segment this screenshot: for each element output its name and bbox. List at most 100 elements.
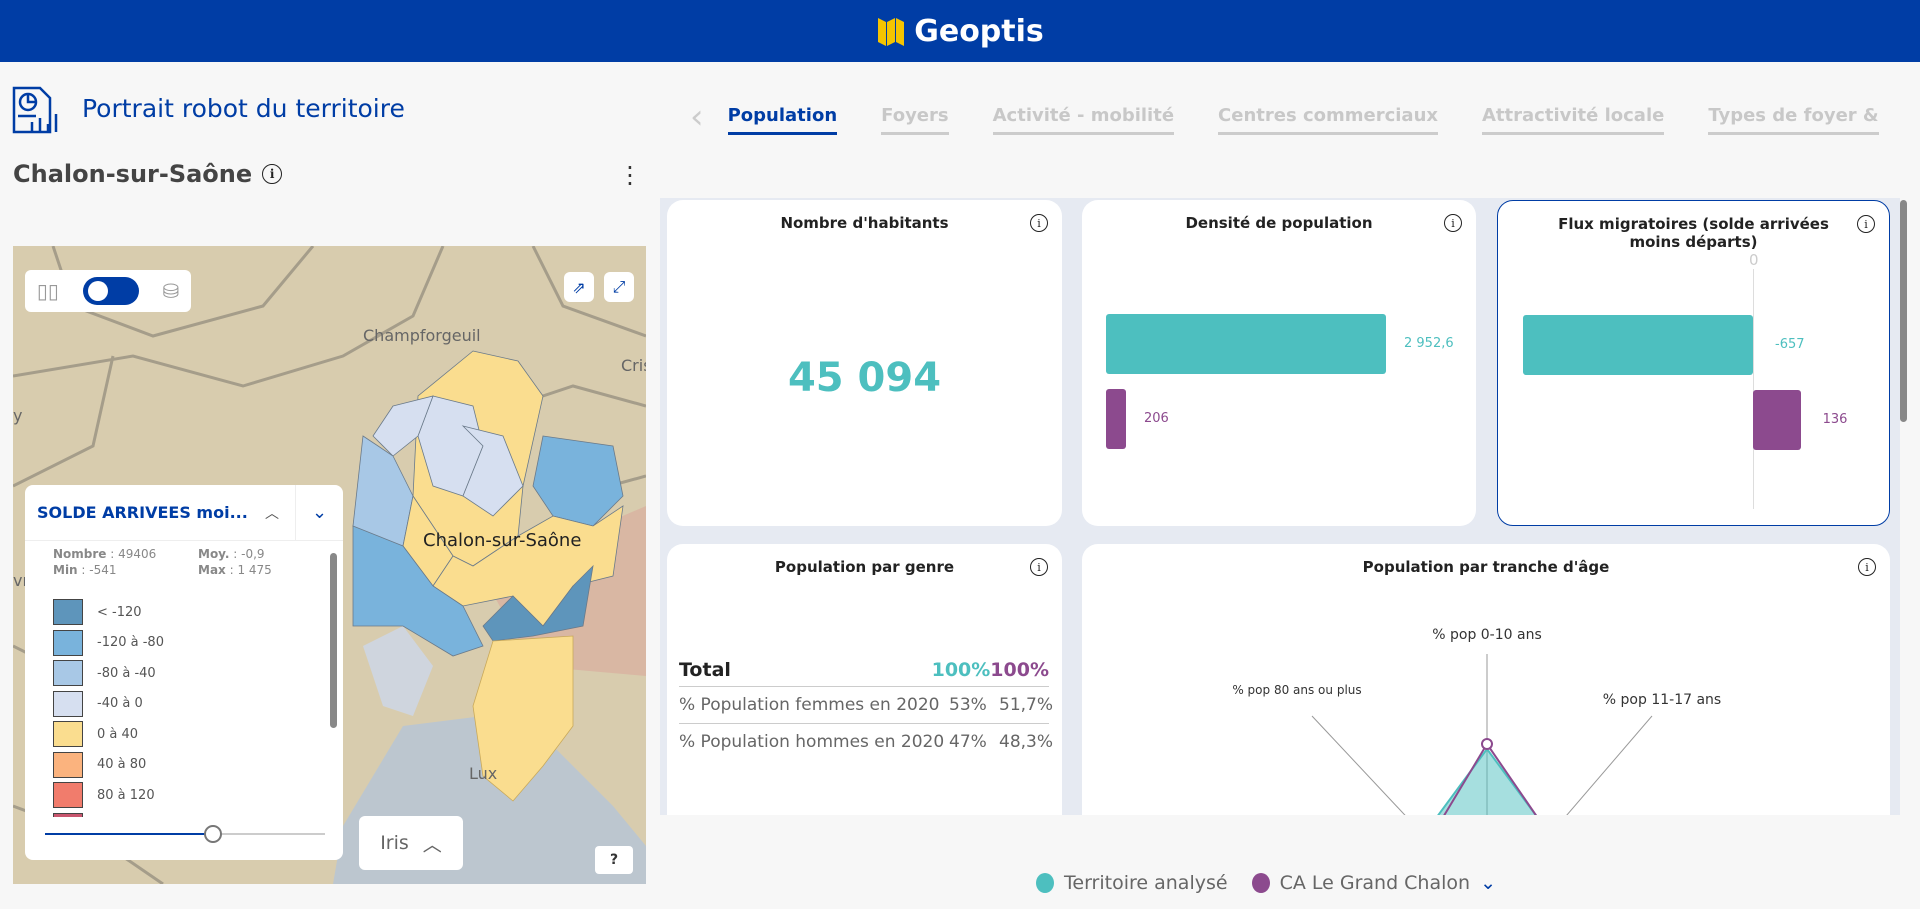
card-population-genre: Population par genre i Total 100% 100% % P… bbox=[667, 544, 1062, 815]
database-icon[interactable]: ⛁ bbox=[162, 279, 180, 303]
territory-name: Chalon-sur-Saône i bbox=[13, 160, 283, 188]
legend-swatch bbox=[53, 660, 83, 687]
legend-scrollbar[interactable] bbox=[330, 553, 337, 728]
card-title: Densité de population bbox=[1185, 214, 1373, 232]
tab-centres-commerciaux[interactable]: Centres commerciaux bbox=[1218, 99, 1438, 135]
territory-label: Chalon-sur-Saône bbox=[13, 160, 253, 188]
table-row: % Population femmes en 2020 53% 51,7% bbox=[679, 686, 1053, 723]
info-icon[interactable]: i bbox=[1858, 558, 1876, 576]
ca-dot bbox=[1251, 873, 1270, 893]
more-menu-button[interactable]: · · · bbox=[626, 154, 634, 198]
tabs-prev-button[interactable]: ‹ bbox=[690, 97, 704, 137]
legend-item[interactable]: -40 à 0 bbox=[53, 689, 343, 720]
flux-value: 136 bbox=[1822, 412, 1848, 427]
card-title: Nombre d'habitants bbox=[780, 214, 949, 232]
radar-label-11-17: % pop 11-17 ans bbox=[1603, 692, 1721, 708]
info-icon[interactable]: i bbox=[1444, 214, 1462, 232]
zero-axis bbox=[1753, 269, 1754, 509]
flux-bar bbox=[1523, 315, 1753, 375]
legend-swatch bbox=[53, 782, 83, 809]
tab-bar: ‹ Population Foyers Activité - mobilité … bbox=[680, 92, 1880, 142]
legend-item-label: 40 à 80 bbox=[97, 757, 147, 773]
tab-types-de-foyer[interactable]: Types de foyer & bbox=[1708, 99, 1879, 135]
slider-handle[interactable] bbox=[204, 825, 222, 843]
double-chevron-down-icon[interactable]: ⌄ bbox=[295, 485, 343, 541]
legend-item[interactable]: -120 à -80 bbox=[53, 628, 343, 659]
legend-item-label: < -120 bbox=[97, 604, 142, 620]
comparison-selector[interactable]: CA Le Grand Chalon bbox=[1279, 872, 1471, 894]
legend-item[interactable]: 80 à 120 bbox=[53, 780, 343, 811]
radar-series-territoire bbox=[1437, 747, 1537, 815]
top-bar: Geoptis bbox=[0, 0, 1920, 62]
radar-label-0-10: % pop 0-10 ans bbox=[1432, 627, 1542, 643]
card-title: Flux migratoires (solde arrivées moins d… bbox=[1558, 215, 1829, 251]
map[interactable]: Champforgeuil Chalon-sur-Saône Lux Cris … bbox=[13, 246, 646, 884]
info-icon[interactable]: i bbox=[1030, 214, 1048, 232]
level-selector[interactable]: Iris ︿ bbox=[359, 816, 463, 870]
map-label-champforgeuil: Champforgeuil bbox=[363, 326, 481, 345]
map-view-switch: ▯▯ ⛁ bbox=[25, 270, 191, 312]
chevron-up-icon: ︿ bbox=[422, 833, 442, 856]
legend-swatch bbox=[53, 629, 83, 656]
population-value: 45 094 bbox=[787, 355, 942, 401]
panel-scrollbar[interactable] bbox=[1900, 200, 1907, 422]
series-legend: Territoire analysé CA Le Grand Chalon ⌄ bbox=[1036, 872, 1496, 894]
info-icon[interactable]: i bbox=[262, 164, 283, 184]
legend-territoire: Territoire analysé bbox=[1064, 872, 1228, 894]
map-legend: SOLDE ARRIVEES moi... ︿ ⌄ Nombre : 49406… bbox=[25, 485, 343, 860]
map-label-cris: Cris bbox=[621, 356, 646, 375]
tab-foyers[interactable]: Foyers bbox=[881, 99, 949, 135]
card-title: Population par tranche d'âge bbox=[1362, 558, 1610, 576]
page-title: Portrait robot du territoire bbox=[82, 94, 405, 123]
logo-icon bbox=[878, 18, 905, 46]
map-icon[interactable]: ▯▯ bbox=[36, 279, 59, 303]
tab-population[interactable]: Population bbox=[727, 99, 838, 135]
card-population-age: Population par tranche d'âge i % pop 0-1… bbox=[1082, 544, 1890, 815]
geoptis-logo[interactable]: Geoptis bbox=[876, 14, 1044, 49]
radar-chart: % pop 0-10 ans % pop 11-17 ans % pop 80 … bbox=[1232, 627, 1721, 815]
legend-swatch bbox=[53, 721, 83, 748]
legend-item[interactable]: -80 à -40 bbox=[53, 658, 343, 689]
radar-axis-11-17 bbox=[1566, 715, 1653, 815]
report-icon bbox=[12, 86, 58, 134]
legend-item[interactable] bbox=[53, 811, 343, 817]
brand-name: Geoptis bbox=[914, 13, 1044, 49]
table-row: % Population hommes en 2020 47% 48,3% bbox=[679, 723, 1053, 760]
info-icon[interactable]: i bbox=[1030, 558, 1048, 576]
card-nombre-habitants: Nombre d'habitants i 45 094 bbox=[667, 200, 1062, 526]
flux-value: -657 bbox=[1775, 337, 1805, 352]
legend-swatch bbox=[53, 751, 83, 778]
info-icon[interactable]: i bbox=[1857, 215, 1875, 233]
chevron-up-icon[interactable]: ︿ bbox=[265, 505, 279, 522]
share-icon[interactable]: ⇗ bbox=[564, 272, 594, 302]
fullscreen-icon[interactable]: ⤢ bbox=[604, 272, 634, 302]
radar-series-ca bbox=[1443, 743, 1538, 815]
legend-swatch bbox=[53, 690, 83, 717]
legend-stats: Nombre : 49406 Moy. : -0,9 Min : -541 Ma… bbox=[53, 547, 272, 577]
opacity-slider[interactable] bbox=[45, 825, 325, 843]
legend-item[interactable]: < -120 bbox=[53, 597, 343, 628]
map-data-toggle[interactable] bbox=[82, 277, 139, 305]
density-value: 2 952,6 bbox=[1404, 336, 1454, 351]
indicator-panel: Nombre d'habitants i 45 094 Densité de p… bbox=[660, 198, 1900, 815]
legend-title[interactable]: SOLDE ARRIVEES moi... bbox=[37, 503, 248, 522]
card-densite: Densité de population i 2 952,6 206 bbox=[1082, 200, 1476, 526]
tab-attractivite-locale[interactable]: Attractivité locale bbox=[1482, 99, 1665, 135]
legend-item[interactable]: 0 à 40 bbox=[53, 719, 343, 750]
chevron-down-icon[interactable]: ⌄ bbox=[1480, 872, 1496, 894]
help-button[interactable]: ? bbox=[595, 846, 633, 874]
zero-label: 0 bbox=[1749, 251, 1759, 269]
density-bar bbox=[1106, 389, 1126, 449]
radar-point bbox=[1481, 738, 1493, 750]
card-title: Population par genre bbox=[774, 558, 955, 576]
flux-bar bbox=[1753, 390, 1801, 450]
legend-item[interactable]: 40 à 80 bbox=[53, 750, 343, 781]
card-flux-migratoires: Flux migratoires (solde arrivées moins d… bbox=[1497, 200, 1890, 526]
legend-item-label: -120 à -80 bbox=[97, 635, 164, 651]
map-label-y: y bbox=[13, 406, 23, 425]
map-label-chalon: Chalon-sur-Saône bbox=[423, 530, 582, 551]
legend-items: < -120 -120 à -80 -80 à -40 -40 à 0 0 à 40 40… bbox=[25, 577, 343, 817]
gender-table: Total 100% 100% % Population femmes en 202… bbox=[679, 656, 1053, 760]
legend-item-label: 0 à 40 bbox=[97, 726, 139, 742]
tab-activite-mobilite[interactable]: Activité - mobilité bbox=[992, 99, 1175, 135]
